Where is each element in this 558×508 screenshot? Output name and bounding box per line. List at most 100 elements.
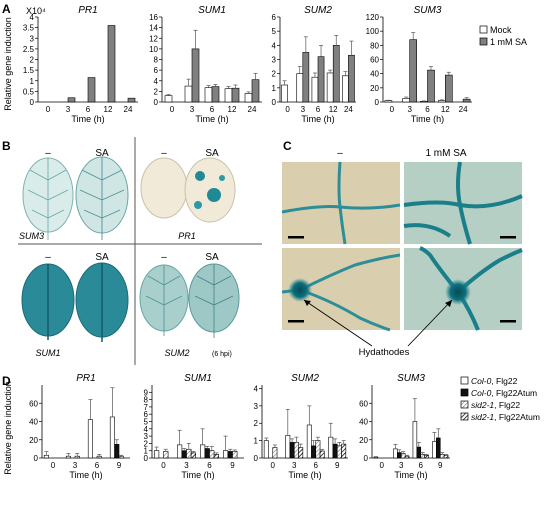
chart-d1-bar bbox=[181, 450, 187, 459]
chart-d1-ytick-label: 5 bbox=[144, 418, 149, 427]
panel-b-minus-4: – bbox=[161, 252, 167, 263]
chart-d1-ytick-label: 9 bbox=[144, 388, 149, 397]
chart-a1-bar bbox=[224, 88, 233, 103]
chart-a2-title: SUM2 bbox=[304, 5, 332, 16]
chart-a1-bar bbox=[244, 93, 253, 103]
chart-d1-ytick-label: 4 bbox=[144, 425, 149, 434]
chart-a1-bar bbox=[211, 86, 220, 103]
chart-d1-bar bbox=[204, 448, 210, 459]
chart-a0-xtick-label: 24 bbox=[124, 105, 133, 114]
chart-a3-xtick-label: 12 bbox=[441, 105, 450, 114]
chart-d2-xtick-label: 0 bbox=[271, 461, 276, 470]
chart-a0-bar bbox=[87, 77, 96, 103]
chart-d0-bar bbox=[109, 416, 115, 459]
chart-d3-xlabel: Time (h) bbox=[394, 470, 427, 480]
legend-swatch-col-flg22atum bbox=[460, 388, 469, 397]
chart-d1-bar bbox=[213, 454, 220, 459]
chart-d3-bar bbox=[432, 441, 437, 459]
chart-a0-ytick-label: 4 bbox=[30, 13, 35, 22]
chart-a0-bar bbox=[127, 97, 136, 103]
chart-a1-ytick-label: 2 bbox=[154, 87, 159, 96]
chart-a3-ytick-label: 80 bbox=[370, 41, 379, 50]
chart-d1-ytick-label: 3 bbox=[144, 432, 149, 441]
chart-a3-xtick-label: 24 bbox=[459, 105, 468, 114]
chart-d1-title: SUM1 bbox=[184, 373, 212, 384]
chart-d1-xtick-label: 9 bbox=[230, 461, 235, 470]
leaf-label-sum1: SUM1 bbox=[35, 348, 60, 358]
chart-d1-bar bbox=[154, 450, 160, 459]
chart-d2-ytick-label: 4 bbox=[254, 384, 259, 393]
chart-d1-bar bbox=[190, 452, 197, 459]
hydathode-mock bbox=[288, 278, 312, 302]
legend-label-sa: 1 mM SA bbox=[490, 37, 527, 47]
chart-a1-bar bbox=[184, 85, 193, 103]
chart-d1-bar bbox=[200, 444, 206, 459]
chart-a0-ytick-label: 3.5 bbox=[23, 24, 35, 33]
chart-d3-bar bbox=[404, 455, 410, 459]
chart-a3-bar bbox=[402, 98, 411, 103]
leaf-label-sum2-note: (6 hpi) bbox=[212, 351, 232, 358]
chart-d2-bar bbox=[272, 447, 278, 459]
chart-d0-xtick-label: 3 bbox=[73, 461, 78, 470]
chart-d2-ytick-label: 2 bbox=[254, 419, 259, 428]
legend-swatch-col-flg22 bbox=[460, 376, 469, 385]
chart-d3-title: SUM3 bbox=[397, 373, 425, 384]
chart-d-pr1: 0 20 40 60 PR1 0 3 6 9 Time (h) bbox=[29, 373, 130, 480]
chart-a0-xtick-label: 0 bbox=[46, 105, 51, 114]
panel-b-sa-1: SA bbox=[95, 148, 109, 159]
chart-d0-bar bbox=[118, 455, 124, 459]
chart-d1-bar bbox=[177, 444, 183, 459]
chart-a1-ytick-label: 10 bbox=[149, 45, 158, 54]
chart-d3-ytick-label: 20 bbox=[359, 436, 368, 445]
chart-a2-ytick-label: 5 bbox=[272, 27, 277, 36]
chart-a2-xtick-label: 12 bbox=[329, 105, 338, 114]
legend-swatch-sid2-flg22atum bbox=[460, 412, 469, 421]
chart-d3-ytick-label: 40 bbox=[359, 418, 368, 427]
legend-panel-a: Mock 1 mM SA bbox=[479, 25, 527, 47]
chart-d3-xtick-label: 0 bbox=[380, 461, 385, 470]
chart-d1-bar bbox=[163, 451, 169, 459]
chart-d-sum3: 0 20 40 60 SUM3 0 3 6 9 Time (h) bbox=[359, 373, 450, 480]
chart-d3-bar bbox=[420, 454, 425, 459]
chart-a1-xtick-label: 0 bbox=[170, 105, 175, 114]
chart-d3-ytick-label: 0 bbox=[364, 454, 369, 463]
chart-d2-bar bbox=[306, 424, 312, 459]
chart-d2-xtick-label: 3 bbox=[292, 461, 297, 470]
chart-d1-xlabel: Time (h) bbox=[181, 470, 214, 480]
chart-a2-ytick-label: 1 bbox=[272, 84, 277, 93]
panel-letter-c: C bbox=[283, 139, 292, 153]
chart-d1-ytick-label: 6 bbox=[144, 410, 149, 419]
chart-d1-xtick-label: 0 bbox=[161, 461, 166, 470]
chart-a2-ytick-label: 6 bbox=[272, 13, 277, 22]
chart-a1-bar bbox=[164, 95, 173, 103]
leaf-pr1-sa-spot-3 bbox=[194, 201, 202, 209]
chart-d1-ytick-label: 7 bbox=[144, 403, 149, 412]
chart-d0-bar bbox=[114, 444, 120, 459]
legend-swatch-sa bbox=[479, 37, 488, 46]
chart-a1-xlabel: Time (h) bbox=[195, 114, 228, 124]
chart-a1-bar bbox=[191, 48, 200, 103]
chart-a2-bar bbox=[332, 45, 340, 103]
scale-bar-3 bbox=[288, 320, 304, 323]
chart-a0-ytick-label: 1 bbox=[30, 77, 35, 86]
legend-label-sid2-flg22: sid2-1, Flg22 bbox=[471, 400, 520, 410]
chart-d0-bar bbox=[65, 455, 71, 459]
chart-a0-ytick-label: 2.5 bbox=[23, 45, 35, 54]
legend-label-col-flg22: Col-0, Flg22 bbox=[471, 376, 518, 386]
chart-a2-xtick-label: 3 bbox=[301, 105, 306, 114]
chart-a0-xtick-label: 12 bbox=[104, 105, 113, 114]
hydathodes-label: Hydathodes bbox=[359, 347, 410, 358]
chart-a1-bar bbox=[231, 87, 240, 103]
leaf-label-pr1: PR1 bbox=[178, 231, 196, 241]
chart-a3-ytick-label: 120 bbox=[366, 13, 380, 22]
chart-d1-bar bbox=[209, 450, 215, 459]
legend-label-sid2-flg22atum: sid2-1, Flg22Atum bbox=[471, 412, 540, 422]
chart-d0-xtick-label: 0 bbox=[51, 461, 56, 470]
leaf-pr1-sa-spot-4 bbox=[219, 175, 225, 181]
leaf-sum3-mock-veins bbox=[27, 158, 69, 240]
chart-d3-ytick-label: 60 bbox=[359, 399, 368, 408]
chart-a0-ytick-label: 0.5 bbox=[23, 87, 35, 96]
